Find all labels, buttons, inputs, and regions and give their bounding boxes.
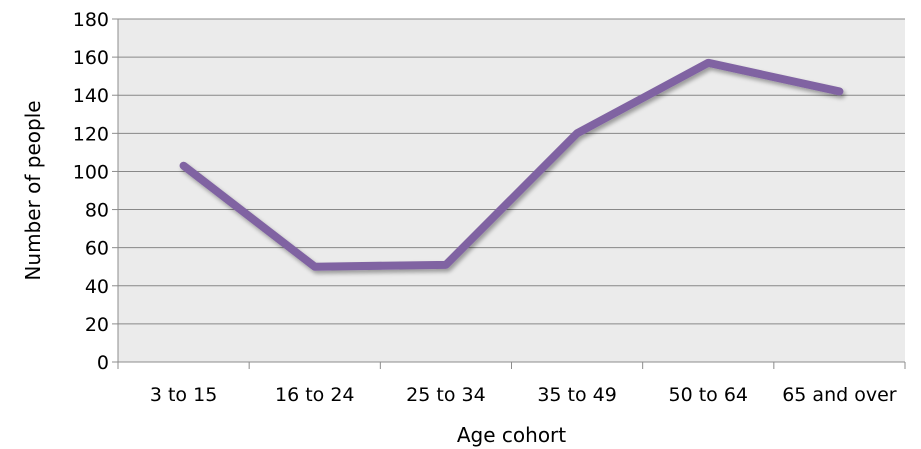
series-layer xyxy=(179,58,844,271)
x-tick-label: 65 and over xyxy=(782,384,897,406)
y-tick-label: 60 xyxy=(85,238,109,260)
y-tick-label: 80 xyxy=(85,200,109,222)
data-point xyxy=(445,264,447,266)
data-point xyxy=(838,90,840,92)
x-tick-label: 35 to 49 xyxy=(537,384,617,406)
y-axis-tick-labels: 0 20 40 60 80 100 120 140 160 180 xyxy=(73,9,109,374)
series-line xyxy=(179,58,844,271)
data-point xyxy=(576,132,578,134)
data-point xyxy=(183,165,185,167)
x-tick-label: 3 to 15 xyxy=(150,384,217,406)
data-point xyxy=(707,62,709,64)
x-tick-label: 25 to 34 xyxy=(406,384,486,406)
gridlines xyxy=(112,18,905,363)
y-tick-label: 140 xyxy=(73,85,109,107)
y-tick-label: 120 xyxy=(73,123,109,145)
data-point xyxy=(314,266,316,268)
plot-area xyxy=(118,19,905,362)
y-tick-label: 0 xyxy=(97,352,109,374)
y-tick-label: 40 xyxy=(85,276,109,298)
axes xyxy=(117,19,906,369)
x-tick-label: 16 to 24 xyxy=(275,384,355,406)
x-axis-title: Age cohort xyxy=(457,423,566,447)
y-tick-label: 160 xyxy=(73,47,109,69)
x-tick-label: 50 to 64 xyxy=(668,384,748,406)
y-axis-title: Number of people xyxy=(21,100,45,280)
y-tick-label: 180 xyxy=(73,9,109,31)
y-tick-label: 100 xyxy=(73,161,109,183)
x-axis-tick-labels: 3 to 15 16 to 24 25 to 34 35 to 49 50 to 64 6… xyxy=(150,384,897,406)
y-tick-label: 20 xyxy=(85,314,109,336)
